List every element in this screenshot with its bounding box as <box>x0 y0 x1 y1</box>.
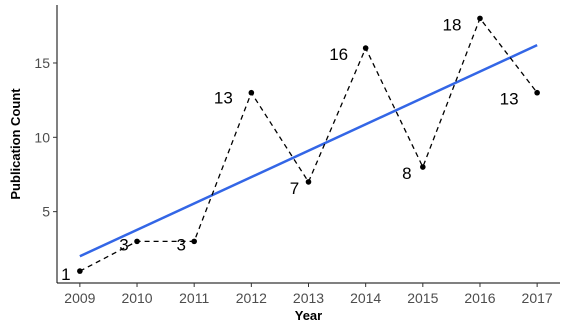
data-label: 13 <box>500 90 519 109</box>
x-tick-label: 2016 <box>464 290 495 306</box>
y-tick-label: 5 <box>42 204 50 220</box>
data-label: 3 <box>176 235 185 254</box>
y-tick-label: 10 <box>34 129 50 145</box>
data-label: 7 <box>290 179 299 198</box>
data-point <box>134 238 140 245</box>
x-tick-label: 2011 <box>179 290 209 306</box>
data-point <box>477 15 483 22</box>
publication-count-line <box>79 17 538 272</box>
x-tick-label: 2010 <box>121 290 152 306</box>
y-tick-label: 15 <box>34 55 50 71</box>
x-tick-label: 2012 <box>236 290 267 306</box>
data-point <box>534 89 540 96</box>
series-layer <box>79 17 538 272</box>
points-layer <box>77 15 540 274</box>
data-label: 18 <box>443 15 462 34</box>
data-point <box>191 238 197 245</box>
data-point <box>420 164 426 170</box>
x-tick-label: 2015 <box>407 290 438 306</box>
data-label: 16 <box>329 45 348 64</box>
data-point <box>248 89 255 96</box>
trend-line-layer <box>79 44 538 258</box>
x-tick-label: 2013 <box>293 290 324 306</box>
axes <box>56 5 560 284</box>
x-axis-title: Year <box>295 308 322 323</box>
data-label: 3 <box>119 235 128 254</box>
data-label: 8 <box>402 164 411 183</box>
data-label: 13 <box>214 89 233 108</box>
x-tick-label: 2014 <box>350 290 381 306</box>
trend-line <box>79 44 538 258</box>
data-point <box>362 45 369 51</box>
data-label: 1 <box>61 265 70 284</box>
data-point <box>305 179 312 185</box>
x-ticks: 2009 2010 2011 2012 2013 2014 2015 2016 2017 <box>64 283 553 306</box>
x-tick-label: 2017 <box>522 290 553 306</box>
y-axis-title: Publication Count <box>8 88 23 200</box>
data-point <box>77 268 83 274</box>
y-ticks: 5 10 15 <box>34 55 57 220</box>
x-tick-label: 2009 <box>64 290 95 306</box>
